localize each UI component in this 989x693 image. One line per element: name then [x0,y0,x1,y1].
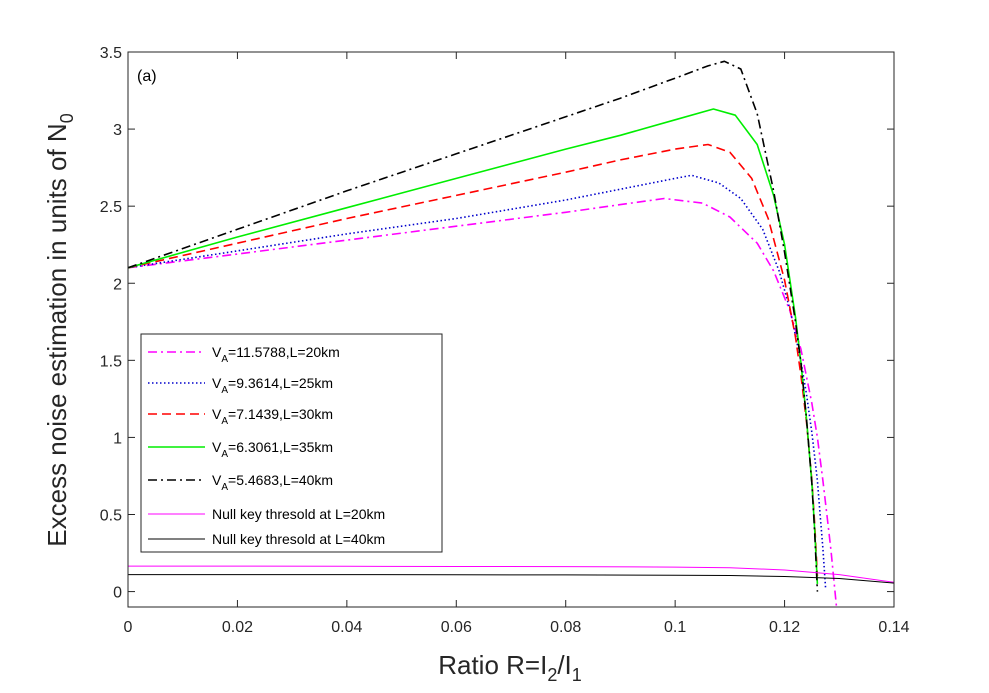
y-tick-label: 0 [113,585,122,602]
x-tick-label: 0.1 [664,619,686,636]
x-tick-label: 0.06 [441,619,472,636]
series-line-6 [128,565,895,583]
axes-frame [127,51,895,608]
series-layer [127,60,895,608]
y-tick-label: 0.5 [100,508,122,525]
y-axis-label: Excess noise estimation in units of N0 [42,113,77,546]
series-line-4 [127,108,819,584]
y-tick-label: 2.5 [100,199,122,216]
legend-box [140,333,443,553]
series-line-5 [127,60,819,592]
series-line-7 [128,574,895,584]
y-tick-label: 3.5 [100,45,122,62]
series-line-2 [127,174,827,589]
series-line-1 [127,197,838,608]
x-tick-label: 0.02 [222,619,253,636]
ticks-layer: 0 0.02 0.04 0.06 0.08 0.1 0.12 0.14 0 0.5 1 1.5 2 2.5… [100,45,910,636]
legend-label-7: Null key thresold at L=40km [212,531,385,547]
legend-label-5: VA=5.4683,L=40km [212,472,333,493]
legend-label-3: VA=7.1439,L=30km [212,406,333,427]
legend-label-4: VA=6.3061,L=35km [212,439,333,460]
legend-label-2: VA=9.3614,L=25km [212,375,333,396]
legend-label-6: Null key thresold at L=20km [212,506,385,522]
x-tick-label: 0.14 [878,619,909,636]
legend-label-1: VA=11.5788,L=20km [212,344,340,365]
y-tick-label: 1 [113,430,122,447]
y-tick-label: 1.5 [100,353,122,370]
y-tick-label: 3 [113,122,122,139]
x-tick-label: 0.04 [331,619,362,636]
y-tick-label: 2 [113,276,122,293]
legend: VA=11.5788,L=20km VA=9.3614,L=25km VA=7.14… [140,333,443,553]
x-tick-label: 0.12 [769,619,800,636]
x-tick-label: 0.08 [550,619,581,636]
x-tick-label: 0 [124,619,133,636]
axes-layer [127,51,895,608]
panel-label: (a) [137,68,157,85]
x-axis-label: Ratio R=I2/I1 [438,650,582,685]
